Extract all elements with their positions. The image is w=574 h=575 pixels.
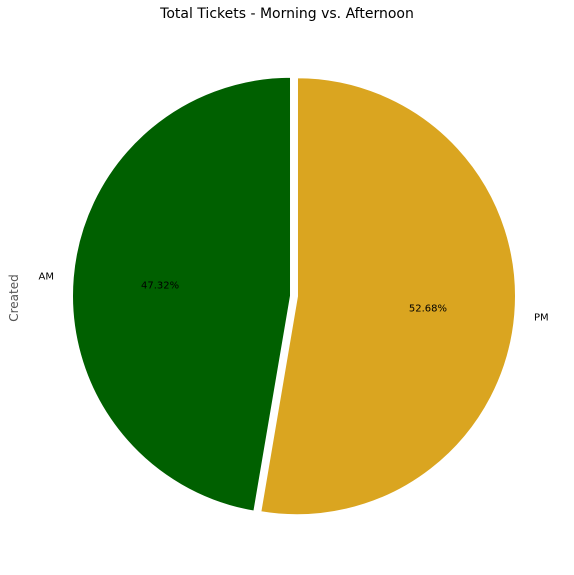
y-axis-label: Created [7, 274, 21, 322]
pie-slices [71, 75, 517, 517]
pie-labels: AM 47.32% PM 52.68% [38, 272, 548, 324]
slice-label-pm: PM [534, 312, 549, 323]
percent-label-pm: 52.68% [409, 303, 447, 314]
chart-title: Total Tickets - Morning vs. Afternoon [159, 6, 414, 22]
slice-label-am: AM [38, 272, 53, 283]
pie-slice-am [71, 75, 293, 513]
pie-slice-pm [259, 76, 517, 517]
percent-label-am: 47.32% [141, 281, 179, 292]
